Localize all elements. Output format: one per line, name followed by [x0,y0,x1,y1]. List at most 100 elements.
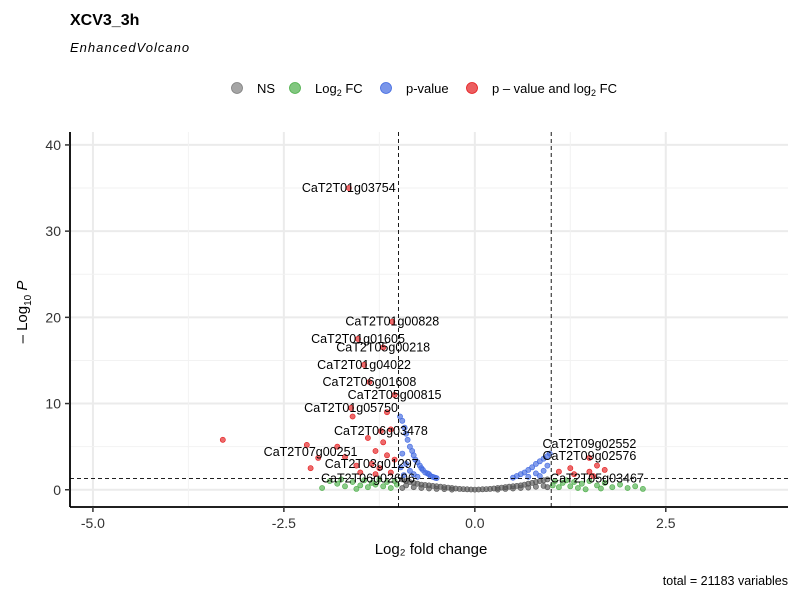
point [544,484,551,491]
point [303,441,310,448]
point [567,465,574,472]
point [387,426,394,433]
gene-label: CaT2T06g03478 [334,424,428,438]
y-tick-label: 20 [45,309,61,325]
point [334,480,341,487]
point [598,485,604,492]
point [364,484,371,491]
y-tick-label: 30 [45,223,61,239]
gene-label: CaT2T09g02576 [542,449,636,463]
x-tick-label: 0.0 [465,515,485,531]
point [571,479,577,485]
point [380,483,387,490]
gene-label: CaT2T01g04022 [317,358,411,372]
point [319,485,325,491]
point [567,483,574,490]
point [510,485,516,492]
chart-title: XCV3_3h [70,12,139,29]
point [357,482,364,489]
x-tick-label: -2.5 [272,515,296,531]
point [372,471,379,478]
point [315,454,322,461]
point [525,484,532,491]
point [410,484,417,491]
point [540,467,547,474]
chart-caption: total = 21183 variables [663,574,788,588]
legend-item-both: p – value and log2 FC [466,81,617,98]
gene-label: CaT2T09g02552 [542,437,636,451]
point [426,485,432,492]
legend: NS Log2 FC p-value p – value and log2 FC [231,81,617,98]
point [594,462,600,469]
point [342,454,348,460]
point [387,469,394,476]
point [384,409,390,416]
point [441,486,448,492]
gene-label: CaT2T06g01608 [322,375,416,389]
chart-subtitle: EnhancedVolcano [70,40,190,55]
point [525,473,532,480]
point [575,485,581,491]
point [400,472,407,478]
point [372,448,379,454]
point [601,479,608,486]
point [433,475,440,481]
point [590,473,597,479]
point [353,462,360,469]
point [594,482,600,489]
point [414,473,421,480]
point [380,439,387,446]
point [372,481,379,488]
gene-label: CaT2T01g01605 [311,332,405,346]
point [632,483,639,490]
gene-label: CaT2T01g05750 [304,401,398,415]
point [571,471,577,478]
point [307,465,314,472]
point [556,484,562,491]
legend-item-ns: NS [231,81,275,96]
y-tick-label: 40 [45,137,61,153]
point [384,479,390,485]
point [338,476,345,483]
data-points [219,185,646,493]
gene-label: CaT2T01g00828 [345,315,439,329]
point [433,485,440,492]
point [624,485,631,491]
point [342,483,348,490]
y-tick-label: 10 [45,396,61,412]
point [578,480,585,487]
point [399,417,406,424]
point [345,185,352,191]
point [533,483,539,490]
legend-label: Log2 FC [315,81,363,98]
point [404,436,411,443]
legend-item-fc: Log2 FC [289,81,363,98]
legend-label: NS [257,81,275,96]
point [391,456,398,463]
point [448,486,455,493]
x-tick-label: 2.5 [656,515,676,531]
legend-swatch [380,82,392,94]
gene-labels: CaT2T01g03754CaT2T01g00828CaT2T01g01605C… [264,181,644,486]
point [406,467,413,474]
point [219,436,226,443]
point [399,450,406,457]
point [418,485,425,491]
gene-label: CaT2T05g03467 [550,472,644,486]
point [368,460,375,467]
point [348,404,354,411]
point [544,476,551,483]
point [387,485,394,491]
point [533,470,539,477]
point [376,476,383,483]
y-tick-label: 0 [53,482,61,498]
point [529,464,535,471]
point [397,464,404,471]
point [349,413,356,420]
gene-label: CaT2T03g01297 [325,457,419,471]
legend-swatch [289,82,301,94]
point [640,485,646,492]
point [353,485,360,492]
point [401,424,408,431]
